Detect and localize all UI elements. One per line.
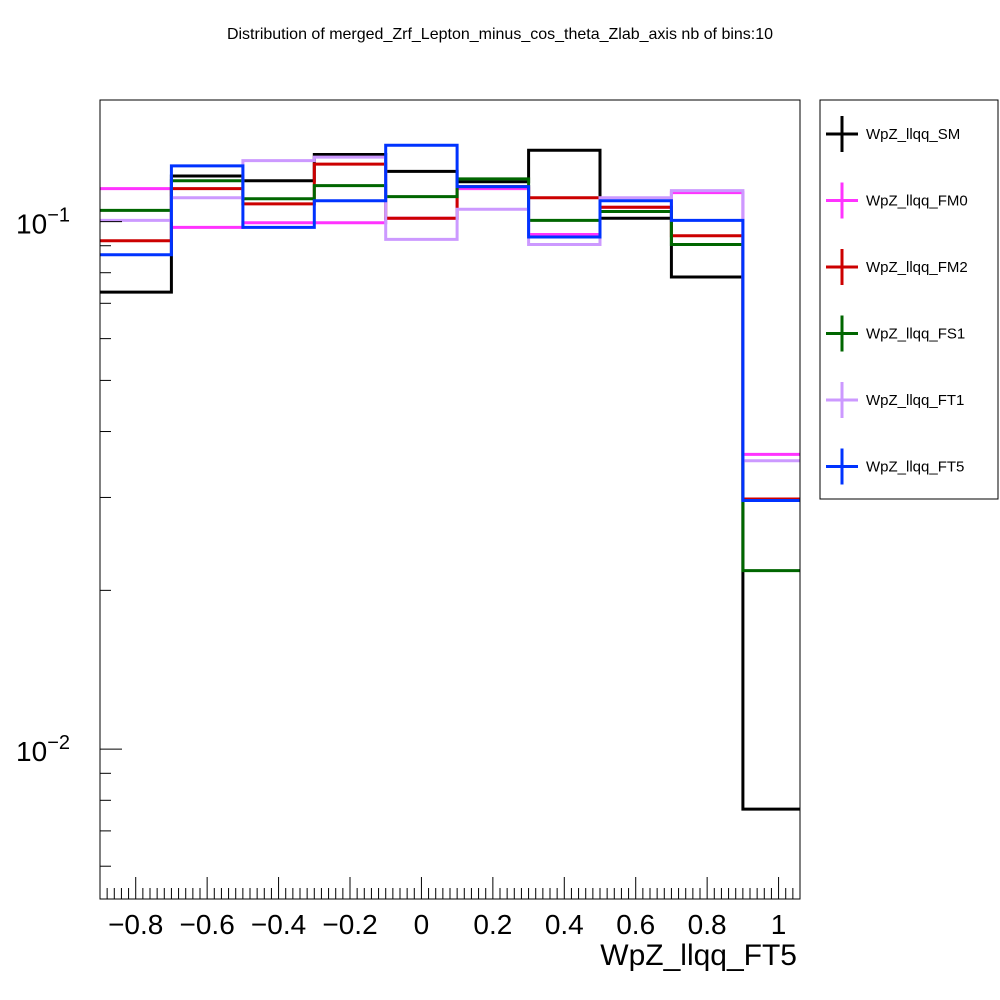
legend-label: WpZ_llqq_FT5 (866, 459, 964, 476)
legend-label: WpZ_llqq_FT1 (866, 392, 964, 409)
legend-label: WpZ_llqq_FM2 (866, 259, 968, 276)
legend-item: WpZ_llqq_FM0 (826, 182, 968, 219)
x-tick-label: 0.4 (545, 909, 584, 940)
chart-title: Distribution of merged_Zrf_Lepton_minus_… (227, 26, 773, 43)
series-line-wpz-llqq-ft5 (100, 143, 800, 502)
legend[interactable]: WpZ_llqq_SM WpZ_llqq_FM0 WpZ_llqq_FM2 WpZ_l… (819, 99, 999, 500)
plot-area (100, 100, 800, 899)
x-axis-title: WpZ_llqq_FT5 (600, 939, 797, 972)
x-tick-label: −0.4 (251, 909, 306, 940)
x-tick-label: 1 (771, 909, 787, 940)
series-group (100, 143, 800, 811)
x-tick-label: −0.8 (108, 909, 163, 940)
legend-item: WpZ_llqq_FT1 (826, 382, 964, 418)
axes-group: −0.8 −0.6 −0.4 −0.2 0 0.2 0.4 0.6 0.8 1 10−1 10−2 (16, 99, 801, 940)
y-tick-label: 10−2 (16, 732, 70, 767)
plot-frame-group (100, 100, 800, 899)
legend-label: WpZ_llqq_FS1 (866, 326, 965, 343)
legend-item: WpZ_llqq_SM (826, 116, 960, 152)
x-tick-label: 0.6 (616, 909, 655, 940)
legend-item: WpZ_llqq_FT5 (826, 448, 964, 485)
x-tick-label: 0.8 (688, 909, 727, 940)
legend-label: WpZ_llqq_SM (866, 126, 960, 143)
y-tick-label: 10−1 (16, 205, 70, 240)
legend-item: WpZ_llqq_FM2 (826, 249, 968, 285)
x-tick-label: 0.2 (473, 909, 512, 940)
legend-label: WpZ_llqq_FM0 (866, 193, 968, 210)
legend-item: WpZ_llqq_FS1 (826, 315, 965, 352)
legend-box (819, 99, 999, 500)
x-tick-label: −0.6 (180, 909, 235, 940)
x-tick-label: 0 (414, 909, 430, 940)
x-tick-label: −0.2 (322, 909, 377, 940)
